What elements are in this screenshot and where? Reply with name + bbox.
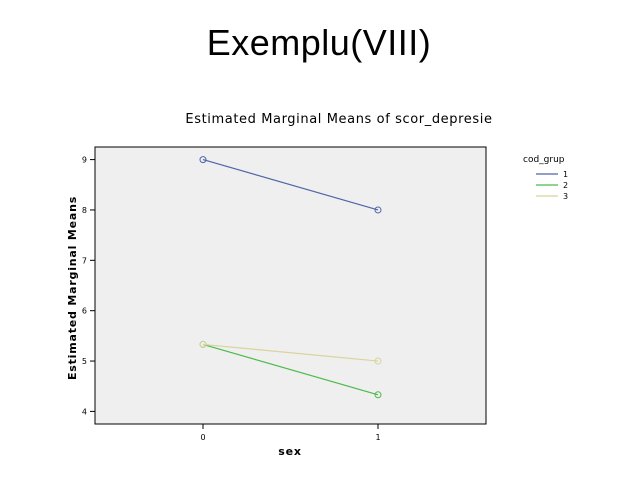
y-tick-label: 5 (82, 357, 87, 366)
x-tick-label: 1 (375, 433, 380, 442)
data-point-series-2 (374, 391, 382, 399)
series-line-2 (202, 343, 379, 396)
legend-title: cod_grup (523, 155, 565, 165)
y-axis-title: Estimated Marginal Means (66, 196, 79, 380)
y-tick-label: 7 (82, 256, 87, 265)
y-axis: 4 5 6 7 8 9 (82, 156, 95, 416)
data-point-series-3 (374, 357, 382, 365)
series-layer (199, 156, 382, 399)
legend: cod_grup 1 2 3 (523, 155, 568, 201)
legend-label: 2 (563, 181, 568, 190)
series-line-3 (202, 343, 379, 362)
chart-title: Estimated Marginal Means of scor_depresi… (185, 112, 492, 127)
series-line-1 (202, 159, 379, 211)
data-point-series-3 (199, 340, 207, 348)
x-tick-label: 0 (200, 433, 205, 442)
y-tick-label: 8 (82, 206, 87, 215)
legend-label: 3 (563, 192, 568, 201)
y-tick-label: 9 (82, 156, 87, 165)
y-tick-label: 4 (82, 407, 87, 416)
legend-label: 1 (563, 170, 568, 179)
y-tick-label: 6 (82, 307, 87, 316)
data-point-series-1 (374, 206, 382, 214)
data-point-series-1 (199, 156, 207, 164)
plot-area (94, 146, 487, 425)
slide-title: Exemplu(VIII) (206, 22, 432, 63)
x-axis-title: sex (278, 445, 302, 458)
